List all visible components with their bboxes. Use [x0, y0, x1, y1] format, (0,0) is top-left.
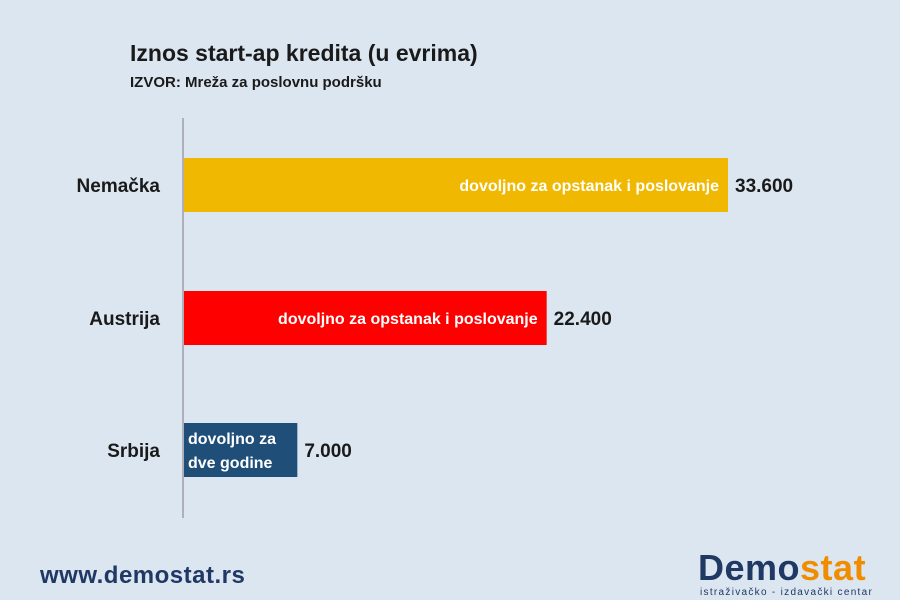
logo-part-demo: Demo	[698, 547, 801, 588]
category-label-0: Nemačka	[77, 176, 161, 197]
bar-annotation-0: dovoljno za opstanak i poslovanje	[459, 178, 719, 195]
bar-0	[184, 158, 728, 212]
demostat-logo: Demostat istraživačko - izdavački centar	[698, 548, 878, 600]
bar-1	[184, 291, 547, 345]
value-label-1: 22.400	[554, 309, 612, 330]
category-label-2: Srbija	[107, 441, 160, 462]
value-label-2: 7.000	[304, 441, 352, 462]
chart-subtitle: IZVOR: Mreža za poslovnu podršku	[130, 74, 382, 91]
bar-chart: Nemačka dovoljno za opstanak i poslovanje…	[77, 118, 793, 518]
category-label-1: Austrija	[89, 309, 160, 330]
chart-title: Iznos start-ap kredita (u evrima)	[130, 40, 478, 66]
value-label-0: 33.600	[735, 176, 793, 197]
logo-wordmark: Demostat	[698, 548, 878, 588]
bar-2	[184, 423, 298, 477]
bar-annotation-2-line-1: dve godine	[188, 455, 273, 472]
footer-url[interactable]: www.demostat.rs	[40, 562, 246, 589]
logo-tagline: istraživačko - izdavački centar	[700, 587, 874, 598]
bar-annotation-1: dovoljno za opstanak i poslovanje	[278, 311, 538, 328]
logo-part-stat: stat	[800, 547, 867, 588]
bar-annotation-2-line-0: dovoljno za	[188, 431, 276, 448]
